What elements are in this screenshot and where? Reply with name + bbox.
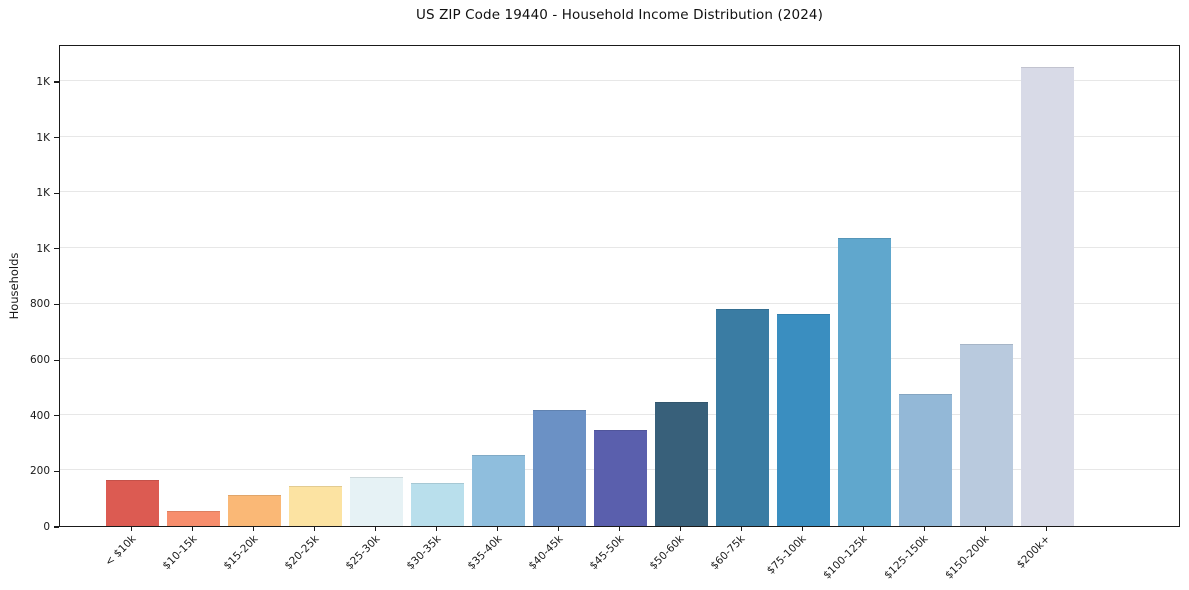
gridline-y1200: [60, 191, 1179, 193]
bar-$25-30k: [350, 476, 404, 526]
bar-$40-45k: [533, 409, 586, 526]
x-tick-mark: [679, 527, 682, 531]
x-tick-mark: [862, 527, 865, 531]
bar-$150-200k: [959, 343, 1013, 526]
bar-$125-150k: [898, 393, 952, 526]
bar-$15-20k: [228, 495, 282, 526]
x-tick-mark: [1045, 527, 1048, 531]
x-tick-mark: [130, 527, 133, 531]
gridline-y400: [60, 413, 1179, 415]
chart-title: US ZIP Code 19440 - Household Income Dis…: [416, 7, 823, 23]
x-tick-mark: [923, 527, 926, 531]
x-tick-mark: [740, 527, 743, 531]
bar-$30-35k: [411, 482, 465, 526]
y-tick-label: 200: [29, 465, 50, 478]
x-tick-label: < $10k: [102, 533, 139, 569]
y-tick-mark: [54, 359, 59, 361]
y-tick-mark: [54, 81, 59, 83]
x-tick-mark: [374, 527, 377, 531]
x-tick-mark: [313, 527, 316, 531]
y-tick-label: 800: [29, 298, 50, 311]
bar-$20-25k: [289, 485, 343, 526]
y-tick-mark: [54, 137, 59, 139]
bar-$60-75k: [715, 309, 769, 526]
bar-$50-60k: [654, 401, 708, 526]
x-tick-mark: [984, 527, 987, 531]
bar-$35-40k: [472, 455, 526, 526]
y-tick-label: 1K: [36, 187, 50, 200]
gridline-y1600: [60, 80, 1179, 81]
y-tick-mark: [54, 526, 59, 528]
x-tick-mark: [618, 527, 621, 531]
x-tick-mark: [252, 527, 255, 531]
bar-$75-100k: [776, 313, 830, 526]
gridline-y1400: [60, 135, 1179, 137]
y-tick-label: 1K: [36, 75, 50, 88]
bar-$100-125k: [837, 238, 891, 526]
bar-$45-50k: [594, 430, 647, 526]
y-tick-label: 0: [43, 521, 50, 533]
y-tick-label: 400: [29, 409, 50, 422]
x-tick-mark: [496, 527, 499, 531]
y-tick-mark: [54, 248, 59, 250]
x-tick-mark: [557, 527, 560, 531]
gridline-y800: [60, 302, 1179, 304]
y-tick-label: 1K: [36, 131, 50, 144]
y-tick-mark: [54, 470, 59, 472]
x-tick-mark: [435, 527, 438, 531]
x-tick-mark: [191, 527, 194, 531]
y-tick-mark: [54, 415, 59, 417]
gridline-y1000: [60, 246, 1179, 248]
y-tick-label: 600: [29, 354, 50, 367]
bar-< $10k: [106, 480, 160, 526]
x-tick-mark: [801, 527, 804, 531]
bar-$10-15k: [167, 510, 221, 526]
y-tick-mark: [54, 303, 59, 306]
gridline-y600: [60, 358, 1179, 360]
y-tick-mark: [54, 192, 59, 194]
bar-$200k+: [1020, 67, 1074, 526]
plot-area: [59, 45, 1180, 527]
y-tick-label: 1K: [36, 242, 50, 255]
